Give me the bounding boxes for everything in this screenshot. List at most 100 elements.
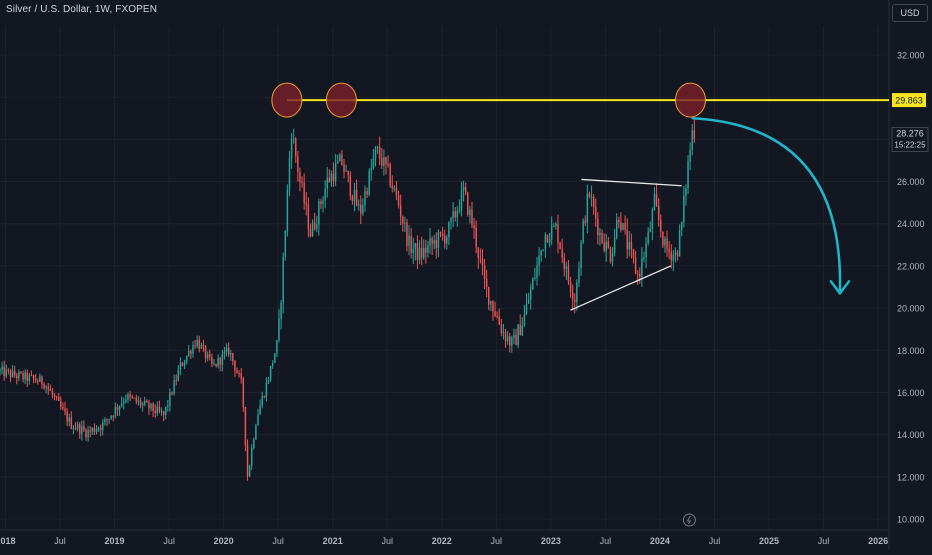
candle-body — [538, 255, 540, 266]
candle-body — [99, 428, 102, 430]
chart-title: Silver / U.S. Dollar, 1W, FXOPEN — [6, 4, 158, 15]
candle-body — [408, 235, 410, 246]
candle-body — [81, 426, 83, 434]
candle-body — [91, 427, 94, 432]
candle-body — [670, 251, 672, 261]
candle-body — [62, 407, 64, 409]
candle-body — [532, 278, 534, 290]
x-tick-label: 2023 — [541, 536, 561, 546]
candle-body — [250, 448, 253, 466]
candle-body — [668, 249, 670, 252]
y-tick-label: 18.000 — [897, 346, 925, 356]
candle-body — [68, 417, 70, 422]
candle-body — [318, 201, 320, 225]
candle-body — [49, 389, 52, 392]
candle-body — [641, 257, 643, 277]
candle-body — [618, 219, 620, 223]
candle-body — [347, 170, 349, 176]
candle-body — [433, 240, 435, 244]
candle-body — [485, 278, 488, 287]
candle-body — [471, 209, 473, 225]
candle-body — [141, 403, 144, 406]
candle-body — [158, 406, 161, 412]
candle-body — [1, 366, 3, 370]
candle-body — [22, 373, 24, 380]
candle-body — [188, 351, 190, 356]
candle-body — [597, 218, 599, 236]
candle-body — [299, 172, 301, 182]
candle-body — [393, 187, 396, 189]
candle-body — [370, 168, 373, 172]
x-tick-label: Jul — [163, 536, 175, 546]
x-tick-label: 2021 — [323, 536, 343, 546]
candle-body — [47, 386, 49, 390]
candle-body — [253, 439, 255, 449]
candle-body — [504, 331, 507, 342]
top-circle — [325, 82, 357, 118]
candle-body — [437, 232, 440, 249]
candle-body — [160, 411, 163, 413]
candle-body — [341, 154, 343, 165]
candle-body — [286, 190, 289, 232]
candle-body — [666, 238, 668, 250]
candle-body — [441, 233, 444, 236]
candle-body — [343, 164, 345, 172]
candle-body — [462, 187, 465, 191]
candle-body — [116, 407, 119, 410]
candle-body — [162, 411, 165, 416]
candle-body — [125, 399, 127, 402]
candle-body — [349, 175, 352, 197]
resistance-price-tag — [892, 93, 926, 108]
candle-body — [313, 222, 316, 229]
candle-body — [649, 228, 652, 232]
candle-body — [257, 414, 259, 426]
candle-body — [603, 242, 605, 251]
candle-body — [376, 146, 379, 148]
candle-body — [269, 365, 272, 381]
candle-body — [3, 366, 5, 376]
candle-body — [632, 249, 635, 258]
candle-body — [678, 229, 681, 257]
candle-body — [225, 347, 228, 352]
lightning-glyph — [686, 515, 692, 525]
candle-body — [13, 370, 16, 376]
candle-body — [190, 351, 192, 354]
candle-body — [9, 370, 12, 377]
candle-body — [139, 400, 142, 406]
currency-button[interactable]: USD — [892, 4, 928, 22]
candle-body — [452, 211, 454, 219]
candle-body — [76, 424, 79, 429]
candle-body — [146, 400, 148, 403]
candle-body — [515, 334, 517, 345]
candle-body — [156, 406, 159, 414]
candle-body — [582, 220, 584, 243]
candle-body — [653, 194, 656, 210]
candle-body — [467, 192, 469, 216]
candle-body — [536, 265, 538, 278]
candle-body — [687, 161, 689, 189]
candle-body — [385, 157, 387, 165]
candle-body — [402, 216, 404, 224]
candle-body — [334, 163, 337, 181]
candle-body — [592, 196, 595, 208]
candle-body — [636, 273, 639, 275]
top-circle — [271, 82, 303, 118]
candle-body — [657, 205, 660, 220]
lightning-icon[interactable] — [682, 513, 696, 527]
candle-body — [7, 369, 10, 371]
candle-body — [506, 336, 509, 342]
candle-body — [559, 242, 561, 249]
candle-body — [112, 415, 115, 417]
candle-body — [192, 345, 194, 354]
candle-body — [309, 229, 312, 237]
candle-body — [328, 177, 331, 182]
candle-body — [255, 425, 257, 440]
candle-body — [85, 429, 87, 438]
candle-body — [106, 419, 108, 421]
candle-body — [378, 146, 381, 158]
candle-body — [183, 362, 186, 366]
candle-body — [311, 222, 314, 237]
candle-body — [280, 302, 282, 319]
